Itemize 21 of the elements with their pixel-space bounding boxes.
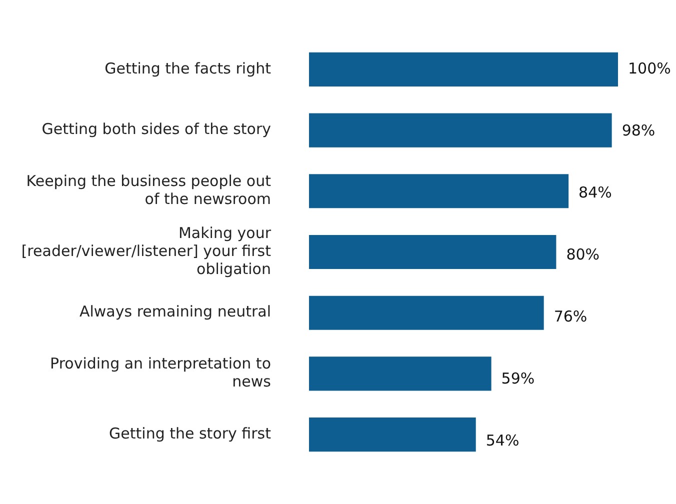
bar <box>309 113 612 148</box>
data-label: 59% <box>501 370 535 388</box>
y-tick-label: Providing an interpretation to news <box>50 354 272 391</box>
y-tick-label: Making your [reader/viewer/listener] your first obligation <box>21 224 272 278</box>
data-label: 76% <box>554 308 588 326</box>
data-label: 84% <box>578 183 612 202</box>
data-label: 54% <box>486 432 520 450</box>
y-tick-label: Always remaining neutral <box>79 302 271 321</box>
y-tick-label: Keeping the business people out of the newsroom <box>26 172 272 208</box>
bar <box>309 356 492 391</box>
y-tick-label: Getting both sides of the story <box>42 120 272 138</box>
data-label: 100% <box>628 59 671 78</box>
y-tick-label: Getting the facts right <box>104 59 272 78</box>
data-label: 80% <box>566 245 600 264</box>
bar <box>309 234 556 270</box>
bar <box>309 174 569 208</box>
data-label: 98% <box>622 121 656 140</box>
bar <box>309 296 544 330</box>
bar <box>309 52 618 86</box>
bar <box>309 418 476 452</box>
y-tick-label: Getting the story first <box>109 424 272 442</box>
